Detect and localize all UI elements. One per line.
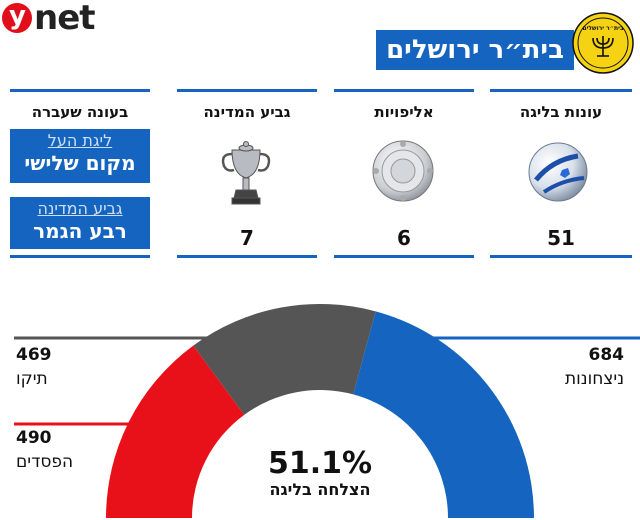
legend-losses-label: הפסדים xyxy=(16,452,74,472)
legend-wins-value: 684 xyxy=(588,345,625,365)
last-season-league-sub: ליגת העל xyxy=(47,131,113,150)
last-season-cup-main: רבע הגמר xyxy=(33,219,127,243)
column-top-line xyxy=(334,89,474,92)
last-season-league-main: מקום שלישי xyxy=(24,151,136,175)
column-bottom-line xyxy=(10,255,150,258)
stat-value: 51 xyxy=(547,226,575,250)
column-top-line xyxy=(10,89,150,92)
legend-wins-label: ניצחונות xyxy=(564,369,624,389)
state-cup-trophy-icon xyxy=(221,141,271,205)
success-label: הצלחה בליגה xyxy=(269,480,371,499)
last-season-cup-sub: גביע המדינה xyxy=(37,199,123,218)
stat-title: עונות בליגה xyxy=(519,103,603,121)
column-top-line xyxy=(490,89,632,92)
ynet-logo-text: net xyxy=(34,0,96,38)
ynet-logo-mark: y xyxy=(2,3,32,33)
last-season-title: בעונה שעברה xyxy=(31,103,129,121)
success-percentage: 51.1% xyxy=(267,446,373,481)
last-season-cup-box: גביע המדינה רבע הגמר xyxy=(10,197,150,249)
soccer-ball-icon xyxy=(528,142,588,202)
legend-draws-label: תיקו xyxy=(16,369,48,389)
legend-losses-value: 490 xyxy=(16,428,52,448)
donut-segment-draws xyxy=(193,304,376,415)
donut-segment-wins xyxy=(353,311,534,518)
league-shield-trophy-icon xyxy=(372,140,434,202)
column-top-line xyxy=(177,89,317,92)
team-name-banner: בית״ר ירושלים xyxy=(376,30,574,70)
last-season-league-box: ליגת העל מקום שלישי xyxy=(10,129,150,183)
stat-value: 7 xyxy=(240,226,254,250)
column-bottom-line xyxy=(177,255,317,258)
stat-title: גביע המדינה xyxy=(203,103,291,121)
legend-draws-value: 469 xyxy=(16,345,52,365)
ynet-logo: y net xyxy=(2,0,96,38)
crest-text: בית״ר ירושלים xyxy=(582,25,623,32)
league-results-half-donut-chart xyxy=(14,304,640,518)
stat-value: 6 xyxy=(397,226,411,250)
stat-title: אליפויות xyxy=(374,103,434,121)
column-bottom-line xyxy=(490,255,632,258)
team-crest-icon: בית״ר ירושלים xyxy=(572,12,634,74)
column-bottom-line xyxy=(334,255,474,258)
donut-segment-losses xyxy=(106,345,245,518)
